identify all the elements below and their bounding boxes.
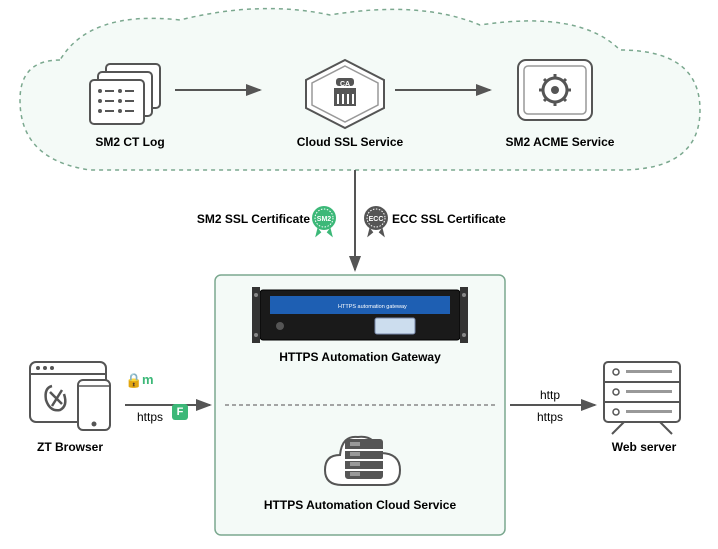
svg-text:CA: CA (340, 81, 350, 88)
svg-text:ECC: ECC (369, 216, 384, 223)
acme-label: SM2 ACME Service (490, 135, 630, 149)
ecc-cert-label: ECC SSL Certificate (392, 212, 522, 226)
sm2-cert-label: SM2 SSL Certificate (190, 212, 310, 226)
svg-text:HTTPS automation gateway: HTTPS automation gateway (338, 304, 407, 310)
https-label: https (130, 410, 170, 424)
gateway-label: HTTPS Automation Gateway (260, 350, 460, 364)
svg-text:SM2: SM2 (317, 216, 332, 223)
f-badge: F (172, 404, 188, 420)
browser-label: ZT Browser (30, 440, 110, 454)
m-badge: m (142, 372, 154, 387)
lock-icon: 🔒 (125, 372, 142, 389)
http-label: http (530, 388, 570, 402)
cloud-svc-label: HTTPS Automation Cloud Service (245, 498, 475, 512)
ct-log-label: SM2 CT Log (80, 135, 180, 149)
server-label: Web server (604, 440, 684, 454)
cloud-ssl-label: Cloud SSL Service (280, 135, 420, 149)
https2-label: https (530, 410, 570, 424)
